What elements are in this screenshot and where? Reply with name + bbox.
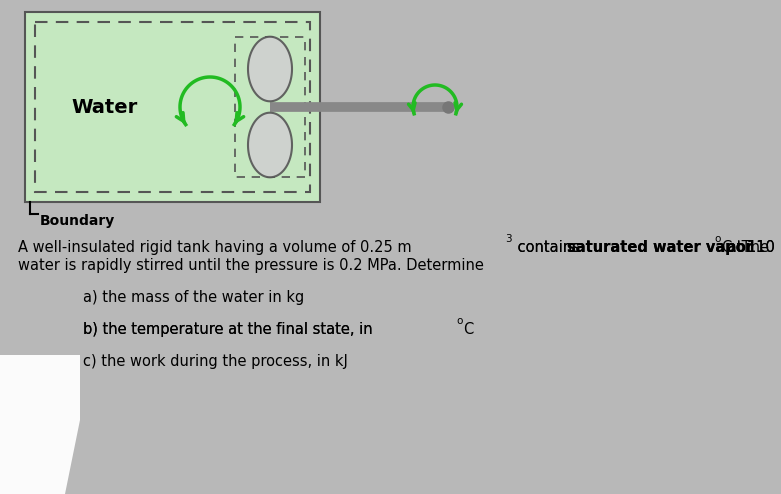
Bar — [35, 22, 310, 192]
Text: saturated water vapor: saturated water vapor — [567, 240, 753, 255]
Text: 3: 3 — [505, 234, 512, 244]
Polygon shape — [0, 355, 80, 494]
Text: Boundary: Boundary — [40, 214, 116, 228]
Text: contains: contains — [513, 240, 585, 255]
Text: water is rapidly stirred until the pressure is 0.2 MPa. Determine: water is rapidly stirred until the press… — [18, 258, 484, 273]
Text: C. The: C. The — [722, 240, 769, 255]
Text: saturated water vapor: saturated water vapor — [567, 240, 753, 255]
Polygon shape — [248, 37, 292, 101]
Text: contains: contains — [513, 240, 585, 255]
Bar — [235, 37, 305, 177]
Text: A well-insulated rigid tank having a volume of 0.25 m: A well-insulated rigid tank having a vol… — [18, 240, 412, 255]
Text: o: o — [715, 234, 721, 244]
Bar — [25, 12, 320, 202]
Text: o: o — [456, 316, 462, 326]
Text: C: C — [463, 322, 473, 337]
Text: Water: Water — [72, 97, 138, 117]
Bar — [25, 12, 320, 202]
Text: a) the mass of the water in kg: a) the mass of the water in kg — [83, 290, 305, 305]
Text: at 110: at 110 — [723, 240, 779, 255]
Text: b) the temperature at the final state, in: b) the temperature at the final state, i… — [83, 322, 377, 337]
Text: at 110: at 110 — [723, 240, 779, 255]
Text: b) the temperature at the final state, in: b) the temperature at the final state, i… — [83, 322, 377, 337]
Text: c) the work during the process, in kJ: c) the work during the process, in kJ — [83, 354, 348, 369]
Polygon shape — [248, 113, 292, 177]
